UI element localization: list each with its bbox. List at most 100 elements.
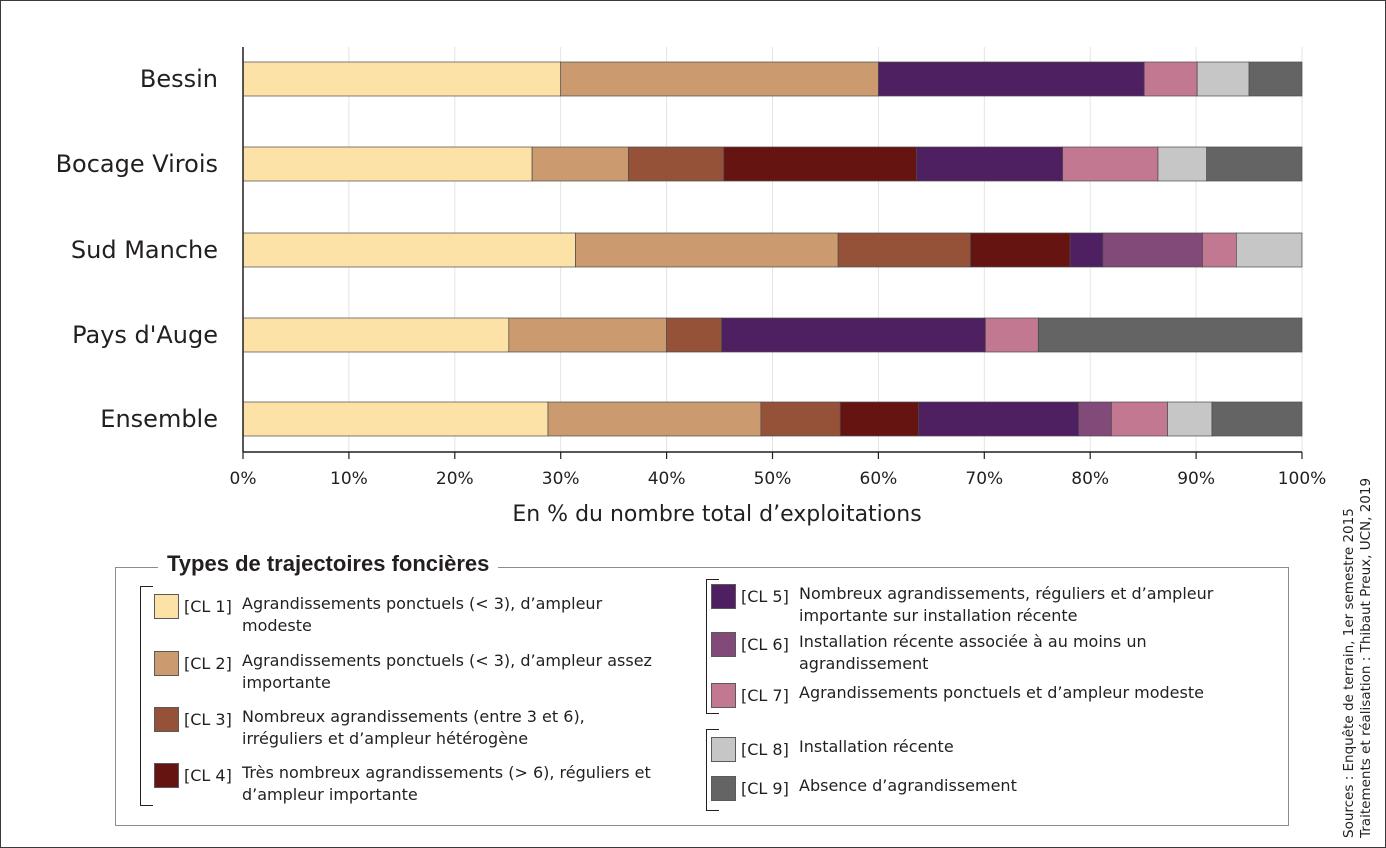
x-tick-label: 40% — [648, 469, 686, 489]
legend-code: [CL 1] — [184, 597, 232, 616]
bar-segment — [242, 61, 562, 97]
legend-code: [CL 3] — [184, 710, 232, 729]
legend-swatch — [154, 763, 179, 788]
bar-segment — [985, 317, 1039, 353]
bar-segment — [531, 146, 629, 182]
bar-segment — [723, 146, 917, 182]
bar-segment — [1102, 232, 1203, 268]
legend-swatch — [154, 707, 179, 732]
x-tick-label: 60% — [860, 469, 898, 489]
bar-segment — [1167, 401, 1213, 437]
category-label: Bocage Virois — [56, 150, 218, 178]
x-tick-label: 20% — [436, 469, 474, 489]
bar-segment — [721, 317, 986, 353]
legend-text: Nombreux agrandissements (entre 3 et 6),… — [242, 707, 585, 748]
legend-code: [CL 6] — [741, 635, 789, 654]
bars — [242, 61, 1303, 437]
legend-item: [CL 3] Nombreux agrandissements (entre 3 … — [154, 707, 654, 750]
legend-box — [115, 567, 1289, 826]
category-label: Bessin — [140, 65, 218, 93]
legend-text: Installation récente associée à au moins… — [799, 632, 1147, 673]
category-label: Pays d'Auge — [72, 321, 218, 349]
legend-text: Agrandissements ponctuels (< 3), d’ample… — [242, 651, 652, 692]
legend-code: [CL 2] — [184, 654, 232, 673]
x-tick-label: 50% — [754, 469, 792, 489]
legend-swatch — [154, 651, 179, 676]
axes — [242, 47, 1303, 459]
x-tick-label: 90% — [1177, 469, 1215, 489]
bar-segment — [242, 401, 549, 437]
bar-segment — [1037, 317, 1303, 353]
x-tick-label: 10% — [330, 469, 368, 489]
x-tick-label: 0% — [230, 469, 257, 489]
source-line-2: Traitements et réalisation : Thibaut Pre… — [1358, 477, 1374, 838]
legend-item: [CL 9] Absence d’agrandissement — [711, 776, 1271, 801]
legend-text: Installation récente — [799, 737, 954, 756]
source-line-1: Sources : Enquête de terrain, 1er semest… — [1341, 508, 1357, 838]
bar-segment — [916, 146, 1064, 182]
source-credit: Sources : Enquête de terrain, 1er semest… — [1341, 478, 1375, 838]
bar-segment — [508, 317, 667, 353]
legend-item: [CL 6] Installation récente associée à au… — [711, 632, 1271, 675]
bar-segment — [560, 61, 879, 97]
legend-bracket-cl1-4 — [140, 586, 153, 806]
bar-segment — [878, 61, 1145, 97]
legend-item: [CL 7] Agrandissements ponctuels et d’amp… — [711, 683, 1271, 708]
x-tick-labels: 0% 10% 20% 30% 40% 50% 60% 70% 80% 90% 100% — [230, 469, 1327, 489]
x-tick-label: 80% — [1071, 469, 1109, 489]
legend-swatch — [711, 683, 736, 708]
x-axis-label: En % du nombre total d’exploitations — [512, 502, 921, 527]
bar-segment — [970, 232, 1071, 268]
bar-segment — [839, 401, 919, 437]
legend-item: [CL 2] Agrandissements ponctuels (< 3), d… — [154, 651, 654, 694]
bar-segment — [666, 317, 723, 353]
bar-segment — [547, 401, 762, 437]
legend-swatch — [711, 737, 736, 762]
bar-segment — [1157, 146, 1208, 182]
legend-swatch — [711, 584, 736, 609]
legend-item: [CL 8] Installation récente — [711, 737, 1271, 762]
bar-segment — [1111, 401, 1168, 437]
legend-swatch — [154, 594, 179, 619]
bar-segment — [1235, 232, 1303, 268]
bar-segment — [1143, 61, 1198, 97]
bar-segment — [628, 146, 725, 182]
bar-segment — [1069, 232, 1104, 268]
bar-segment — [1211, 401, 1303, 437]
bar-segment — [1062, 146, 1159, 182]
bar-segment — [837, 232, 971, 268]
bar-segment — [242, 317, 510, 353]
legend-code: [CL 4] — [184, 766, 232, 785]
legend-code: [CL 8] — [741, 740, 789, 759]
legend-item: [CL 5] Nombreux agrandissements, régulier… — [711, 584, 1271, 627]
bar-segment — [575, 232, 839, 268]
legend-bracket-cl8-9 — [706, 729, 719, 811]
legend-title: Types de trajectoires foncières — [158, 551, 499, 577]
bar-segment — [760, 401, 841, 437]
legend-item: [CL 4] Très nombreux agrandissements (> 6… — [154, 763, 654, 806]
legend-text: Agrandissements ponctuels et d’ampleur m… — [799, 683, 1204, 702]
legend-swatch — [711, 632, 736, 657]
legend-swatch — [711, 776, 736, 801]
x-tick-label: 70% — [965, 469, 1003, 489]
category-labels: Bessin Bocage Virois Sud Manche Pays d'Auge… — [56, 65, 218, 433]
x-tick-label: 30% — [542, 469, 580, 489]
bar-segment — [918, 401, 1079, 437]
bar-segment — [1248, 61, 1303, 97]
legend-text: Très nombreux agrandissements (> 6), rég… — [242, 763, 651, 804]
bar-segment — [1206, 146, 1303, 182]
bar-segment — [1078, 401, 1112, 437]
category-label: Sud Manche — [71, 236, 218, 264]
bar-segment — [1202, 232, 1237, 268]
category-label: Ensemble — [100, 405, 218, 433]
legend-text: Nombreux agrandissements, réguliers et d… — [799, 584, 1214, 625]
bar-segment — [242, 146, 533, 182]
legend-text: Absence d’agrandissement — [799, 776, 1017, 795]
bar-segment — [242, 232, 576, 268]
legend-text: Agrandissements ponctuels (< 3), d’ample… — [242, 594, 603, 635]
stacked-bar-chart: Bessin Bocage Virois Sud Manche Pays d'Auge… — [56, 47, 1327, 527]
x-tick-label: 100% — [1278, 469, 1327, 489]
legend-code: [CL 5] — [741, 587, 789, 606]
bar-segment — [1196, 61, 1250, 97]
legend-code: [CL 9] — [741, 779, 789, 798]
